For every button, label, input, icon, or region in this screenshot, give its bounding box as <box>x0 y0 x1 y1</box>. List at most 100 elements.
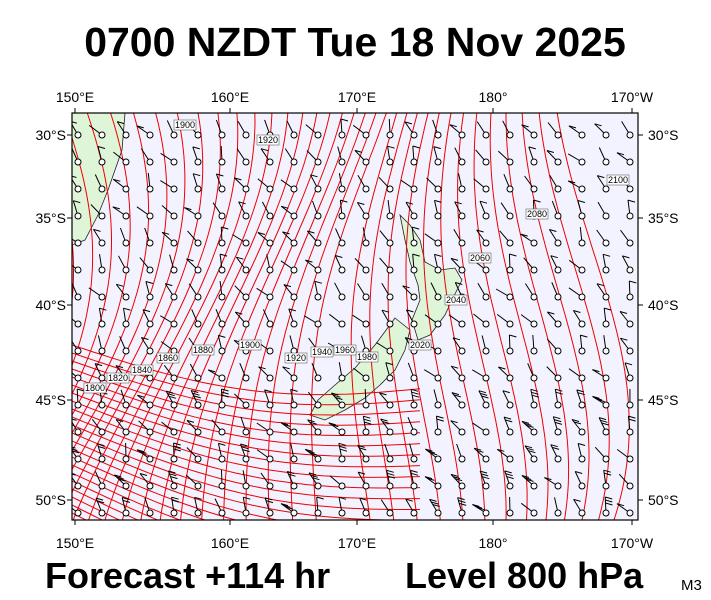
wind-barb <box>400 179 418 193</box>
barb-station <box>242 239 250 247</box>
wind-barb <box>329 475 346 490</box>
barb-station <box>194 428 202 436</box>
wind-barb <box>547 311 562 328</box>
barb-feather <box>363 418 371 422</box>
wind-barb <box>577 200 586 220</box>
wind-barb <box>72 200 82 220</box>
barb-station <box>434 158 442 166</box>
barb-station <box>506 131 514 139</box>
wind-barb <box>618 473 634 490</box>
wind-barb <box>242 470 250 490</box>
barb-station <box>74 509 82 517</box>
barb-station <box>74 266 82 274</box>
barb-feather <box>381 309 390 313</box>
barb-station <box>218 401 226 409</box>
wind-barb <box>379 257 394 274</box>
contour-label: 2060 <box>470 253 490 263</box>
contour-label-box <box>173 119 197 131</box>
lon-label-top: 150°E <box>56 89 94 105</box>
barb-station <box>482 131 490 139</box>
wind-barb <box>280 260 298 274</box>
barb-station <box>98 509 106 517</box>
wind-barb <box>237 120 250 139</box>
contour-line <box>505 113 570 520</box>
barb-feather <box>265 500 274 504</box>
barb-feather <box>603 472 612 476</box>
barb-station <box>554 158 562 166</box>
barb-station <box>506 374 514 382</box>
barb-feather <box>619 311 628 314</box>
barb-feather <box>122 499 131 503</box>
barb-feather <box>605 502 613 506</box>
contour-label-box <box>238 339 262 351</box>
wind-barb <box>97 443 106 463</box>
barb-feather <box>283 284 292 288</box>
barb-station <box>578 266 586 274</box>
barb-station <box>338 428 346 436</box>
barb-feather <box>139 450 147 454</box>
barb-feather <box>72 446 76 449</box>
wind-barb <box>602 496 613 517</box>
barb-feather <box>453 394 461 398</box>
barb-station <box>170 428 178 436</box>
contour-line <box>88 113 239 520</box>
wind-barb <box>592 395 610 409</box>
barb-station <box>98 401 106 409</box>
barb-feather <box>405 337 413 341</box>
wind-barb <box>256 449 274 463</box>
barb-feather <box>455 282 463 285</box>
barb-station <box>146 374 154 382</box>
barb-station <box>410 266 418 274</box>
barb-station <box>194 266 202 274</box>
barb-station <box>362 131 370 139</box>
contour-line <box>72 368 421 426</box>
barb-station <box>242 374 250 382</box>
barb-station <box>74 347 82 355</box>
barb-station <box>410 428 418 436</box>
barb-feather <box>339 448 348 452</box>
wind-barb <box>94 174 106 193</box>
barb-feather <box>571 419 580 422</box>
barb-feather <box>474 447 482 451</box>
wind-barb <box>191 309 202 328</box>
barb-station <box>578 401 586 409</box>
barb-feather <box>387 475 396 479</box>
barb-station <box>290 320 298 328</box>
wind-barb <box>338 496 347 517</box>
wind-barb <box>290 443 298 463</box>
barb-station <box>242 428 250 436</box>
lon-label-top: 170°E <box>338 89 376 105</box>
barb-feather <box>432 504 440 507</box>
barb-feather <box>168 470 176 474</box>
wind-barb <box>386 469 396 490</box>
wind-barb <box>457 497 467 517</box>
wind-barb <box>93 228 106 247</box>
wind-barb <box>236 148 250 166</box>
barb-station <box>98 212 106 220</box>
wind-barb <box>500 202 514 220</box>
wind-barb <box>544 477 562 490</box>
wind-barb <box>499 230 514 247</box>
barb-feather <box>472 504 480 507</box>
barb-feather <box>575 471 583 474</box>
barb-station <box>482 266 490 274</box>
barb-feather <box>382 421 390 424</box>
barb-feather <box>592 369 600 373</box>
barb-station <box>530 239 538 247</box>
wind-barb <box>524 283 538 301</box>
barb-station <box>554 455 562 463</box>
barb-feather <box>601 422 609 426</box>
barb-station <box>362 428 370 436</box>
barb-station <box>290 401 298 409</box>
barb-feather <box>97 500 105 504</box>
contour-line <box>140 113 289 520</box>
barb-station <box>338 212 346 220</box>
labels: 1900 1920 2100 2080 2060 2040 2020 198019601940… <box>35 89 678 551</box>
wind-barb <box>72 318 82 328</box>
barb-feather <box>427 450 435 454</box>
barb-station <box>194 401 202 409</box>
barb-feather <box>402 285 410 289</box>
wind-barb <box>578 227 586 247</box>
barb-station <box>362 212 370 220</box>
